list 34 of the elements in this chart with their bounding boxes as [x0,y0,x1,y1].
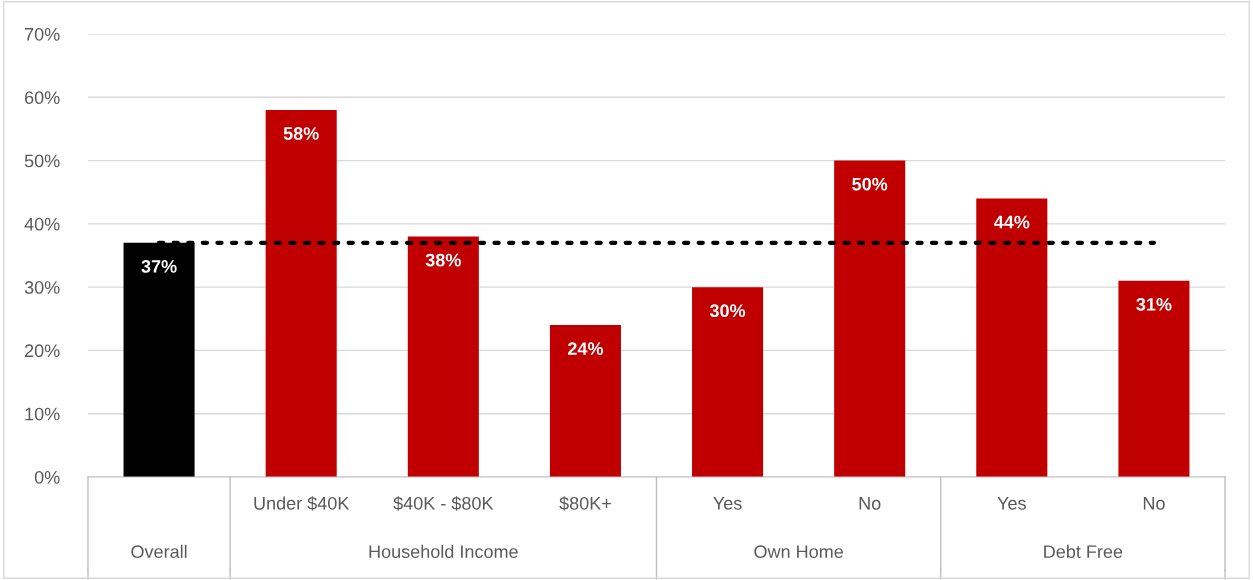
data-label: 44% [994,215,1030,229]
y-tick-label: 0% [34,470,60,484]
text: Household Income [369,544,518,559]
x-tick-label: Yes [713,497,742,510]
bar [265,109,337,477]
text: Debt Free [1044,544,1123,559]
bar [549,325,621,477]
bar [976,198,1048,477]
x-tick-label: $40K - $80K [393,496,494,511]
x-tick-label: Yes [997,497,1026,510]
bar [834,160,906,477]
text: Overall [131,544,187,559]
data-label: 38% [425,253,461,267]
y-tick-label: 20% [24,344,60,358]
text: Own Home [754,545,843,559]
x-tick-label: Under $40K [254,496,350,511]
bar [1118,280,1190,477]
data-label: 30% [709,304,746,318]
data-label: 31% [1136,297,1172,311]
x-tick-label: $80K+ [559,496,611,511]
y-tick-label: 30% [24,281,60,294]
y-tick-label: 50% [24,154,60,168]
data-label: 24% [568,342,604,356]
bar [692,287,764,477]
y-tick-label: 40% [24,217,60,231]
x-tick-label: No [1143,497,1165,510]
y-tick-label: 10% [25,407,60,421]
data-label: 50% [852,177,888,191]
data-label: 37% [141,259,177,273]
data-label: 58% [283,127,319,140]
bar [407,236,479,477]
y-tick-label: 60% [25,91,60,105]
x-tick-label: No [859,497,881,510]
y-tick-label: 70% [25,27,60,41]
